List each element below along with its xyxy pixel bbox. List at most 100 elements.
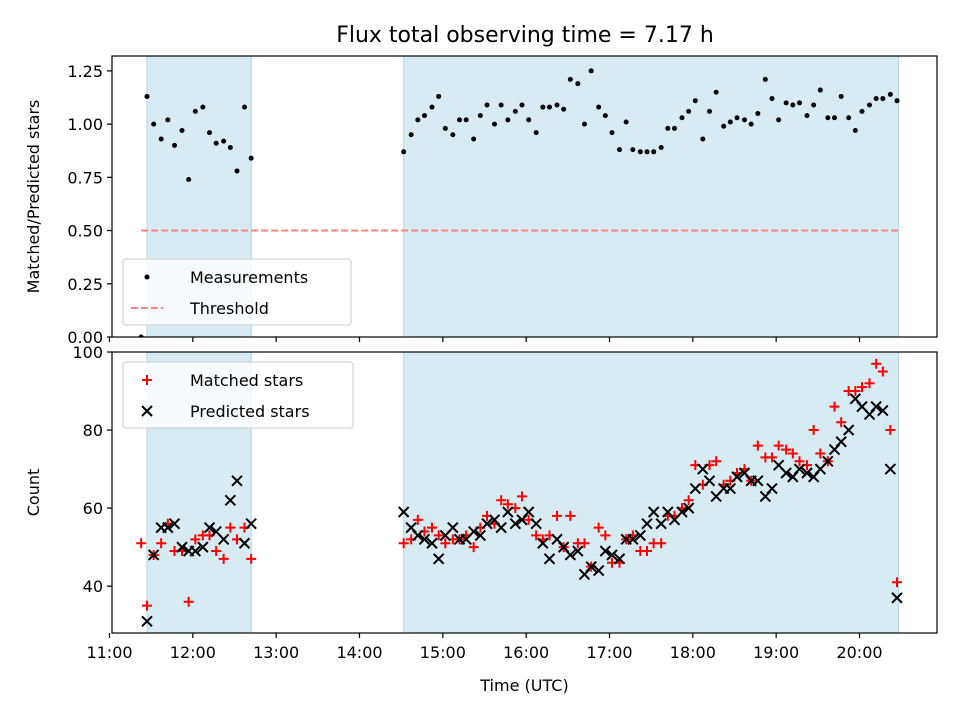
measurement-point	[207, 130, 212, 136]
predicted-point	[842, 424, 855, 436]
measurement-point	[817, 87, 823, 93]
predicted-point	[877, 404, 889, 417]
measurement-point	[776, 117, 782, 123]
y-tick-label: 1.00	[67, 115, 103, 134]
matched-point	[600, 530, 611, 541]
measurement-point	[811, 102, 817, 108]
predicted-point	[731, 471, 743, 483]
measurement-point	[609, 130, 615, 136]
measurement-point	[832, 115, 837, 121]
x-tick-label: 12:00	[170, 643, 216, 662]
matched-point	[767, 452, 777, 463]
measurement-point	[588, 68, 594, 74]
matched-point	[211, 546, 222, 557]
measurement-point	[554, 102, 560, 108]
measurement-point	[637, 149, 643, 155]
predicted-point	[432, 553, 445, 565]
shaded-interval	[403, 352, 900, 633]
measurement-point	[880, 96, 886, 102]
matched-point	[815, 448, 826, 459]
x-tick-label: 17:00	[586, 643, 632, 662]
legend-label: Threshold	[189, 299, 269, 318]
measurement-point	[838, 93, 844, 99]
predicted-point	[780, 467, 792, 479]
measurement-point	[582, 121, 587, 127]
measurement-point	[144, 93, 150, 99]
predicted-point	[766, 482, 778, 495]
matched-point	[142, 600, 152, 611]
legend-marker-measurements	[144, 274, 150, 280]
y-tick-label: 0.00	[67, 328, 103, 347]
matched-point	[711, 456, 722, 467]
measurement-point	[457, 117, 462, 123]
legend-frame	[122, 361, 354, 429]
predicted-point	[147, 549, 160, 561]
measurement-point	[596, 104, 602, 110]
predicted-point	[641, 518, 653, 530]
matched-point	[877, 366, 888, 377]
predicted-point	[245, 518, 257, 530]
matched-point	[531, 530, 542, 541]
plot-area	[138, 56, 900, 337]
legend-marker-matched	[142, 375, 152, 385]
predicted-point	[530, 518, 542, 530]
measurement-point	[797, 100, 802, 106]
matched-point	[246, 553, 257, 564]
measurement-point	[471, 136, 477, 142]
matched-point	[857, 382, 867, 393]
predicted-point	[141, 615, 153, 627]
predicted-point	[627, 533, 639, 546]
predicted-point	[724, 482, 737, 495]
matched-point	[752, 440, 763, 451]
predicted-point	[412, 529, 424, 542]
predicted-point	[537, 537, 549, 549]
measurement-point	[727, 119, 733, 125]
measurement-point	[790, 102, 796, 108]
predicted-point	[689, 482, 702, 495]
predicted-point	[522, 506, 535, 518]
predicted-point	[168, 518, 181, 530]
predicted-point	[224, 494, 237, 507]
measurement-point	[644, 149, 650, 155]
predicted-point	[564, 549, 577, 561]
matched-point	[565, 510, 576, 521]
measurement-point	[540, 104, 546, 110]
y-tick-label: 80	[83, 421, 103, 440]
predicted-point	[197, 541, 209, 553]
predicted-point	[752, 475, 764, 487]
predicted-point	[397, 506, 410, 518]
predicted-point	[870, 400, 882, 413]
legend: Measurements Threshold	[122, 258, 352, 326]
measurement-point	[887, 91, 893, 97]
axes-frame	[111, 55, 938, 338]
measurement-point	[186, 176, 192, 182]
legend-frame	[122, 258, 352, 326]
x-tick-label: 16:00	[503, 643, 549, 662]
measurement-point	[158, 136, 164, 142]
predicted-point	[162, 521, 174, 534]
legend-label: Predicted stars	[190, 402, 310, 421]
predicted-point	[467, 525, 480, 538]
measurement-point	[248, 155, 254, 161]
measurement-point	[762, 76, 768, 82]
measurement-point	[692, 98, 698, 104]
y-tick-label: 100	[72, 343, 103, 362]
y-axis-label: Count	[24, 469, 43, 517]
measurement-point	[804, 113, 810, 119]
y-tick-label: 60	[83, 499, 103, 518]
measurement-point	[769, 96, 775, 102]
matched-point	[808, 425, 819, 436]
measurement-point	[561, 106, 567, 112]
predicted-point	[572, 545, 584, 557]
measurement-point	[742, 117, 747, 123]
measurement-point	[873, 96, 879, 102]
measurement-point	[575, 81, 581, 87]
predicted-point	[891, 592, 903, 604]
matched-point	[218, 553, 229, 564]
predicted-point	[543, 553, 556, 565]
measurement-point	[221, 138, 227, 144]
measurement-point	[852, 128, 858, 134]
y-tick-label: 0.75	[67, 168, 103, 187]
predicted-point	[509, 518, 522, 530]
matched-point	[781, 444, 792, 455]
